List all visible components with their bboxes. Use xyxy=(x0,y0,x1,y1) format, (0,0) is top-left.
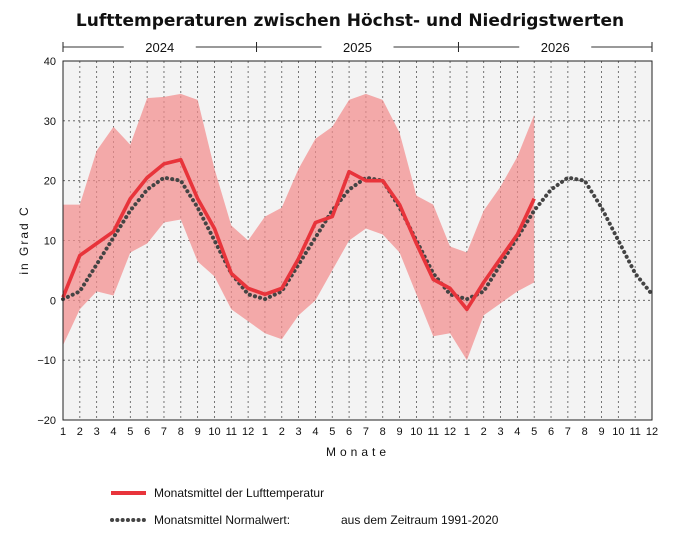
x-tick-label: 8 xyxy=(178,426,184,438)
legend-label-normal-value: Monatsmittel Normalwert: xyxy=(154,513,290,527)
x-tick-label: 3 xyxy=(497,426,503,438)
x-tick-label: 2 xyxy=(481,426,487,438)
x-tick-label: 12 xyxy=(242,426,254,438)
x-axis-ticks: 1 2 3 4 5 6 7 8 9 10 11 12 1 2 3 4 5 6 7 8 9 10 11 12 1 2 3 4 5 6 7 8 9 1… xyxy=(60,426,658,438)
x-tick-label: 5 xyxy=(127,426,133,438)
x-tick-label: 9 xyxy=(397,426,403,438)
x-tick-label: 1 xyxy=(464,426,470,438)
chart-title: Lufttemperaturen zwischen Höchst- und Ni… xyxy=(76,11,624,31)
x-tick-label: 2 xyxy=(279,426,285,438)
x-tick-label: 4 xyxy=(312,426,318,438)
x-tick-label: 1 xyxy=(60,426,66,438)
year-label: 2026 xyxy=(541,40,570,55)
x-tick-label: 7 xyxy=(363,426,369,438)
x-tick-label: 5 xyxy=(531,426,537,438)
x-tick-label: 12 xyxy=(444,426,456,438)
x-tick-label: 2 xyxy=(77,426,83,438)
year-label: 2024 xyxy=(145,40,174,55)
x-tick-label: 5 xyxy=(329,426,335,438)
x-axis-title: Monate xyxy=(326,445,390,459)
x-tick-label: 7 xyxy=(161,426,167,438)
legend-label-air-temperature: Monatsmittel der Lufttemperatur xyxy=(154,486,324,500)
year-label: 2025 xyxy=(343,40,372,55)
x-tick-label: 8 xyxy=(380,426,386,438)
y-tick-label: 0 xyxy=(50,295,56,307)
series-layer xyxy=(61,157,654,312)
series-line-normal-value xyxy=(61,175,654,302)
x-tick-label: 3 xyxy=(94,426,100,438)
x-tick-label: 7 xyxy=(565,426,571,438)
x-tick-label: 4 xyxy=(110,426,116,438)
grid xyxy=(63,61,652,420)
x-tick-label: 1 xyxy=(262,426,268,438)
y-tick-label: 40 xyxy=(44,56,56,68)
plot-frame xyxy=(62,60,653,421)
y-axis-ticks: −20 −10 0 10 20 30 40 xyxy=(37,56,56,427)
x-tick-label: 11 xyxy=(226,426,237,438)
legend-label-normal-period: aus dem Zeitraum 1991-2020 xyxy=(341,513,499,527)
x-tick-label: 3 xyxy=(296,426,302,438)
y-tick-label: 10 xyxy=(44,236,56,248)
x-tick-label: 12 xyxy=(646,426,658,438)
x-tick-label: 6 xyxy=(144,426,150,438)
series-line-air-temperature xyxy=(61,157,536,312)
x-tick-label: 10 xyxy=(410,426,422,438)
y-tick-label: 20 xyxy=(44,176,56,188)
y-tick-label: −20 xyxy=(37,415,56,427)
x-tick-label: 6 xyxy=(548,426,554,438)
x-tick-label: 4 xyxy=(514,426,520,438)
x-tick-label: 8 xyxy=(582,426,588,438)
y-tick-label: −10 xyxy=(37,355,56,367)
x-tick-label: 6 xyxy=(346,426,352,438)
x-tick-label: 9 xyxy=(195,426,201,438)
x-tick-label: 11 xyxy=(428,426,439,438)
y-tick-label: 30 xyxy=(44,116,56,128)
x-tick-label: 10 xyxy=(208,426,220,438)
y-axis-title: in Grad C xyxy=(17,205,31,274)
year-header: 2024 2025 2026 xyxy=(62,40,653,55)
x-tick-label: 10 xyxy=(612,426,624,438)
x-tick-label: 11 xyxy=(629,426,640,438)
legend: Monatsmittel der Lufttemperatur Monatsmi… xyxy=(110,486,499,527)
x-tick-label: 9 xyxy=(598,426,604,438)
